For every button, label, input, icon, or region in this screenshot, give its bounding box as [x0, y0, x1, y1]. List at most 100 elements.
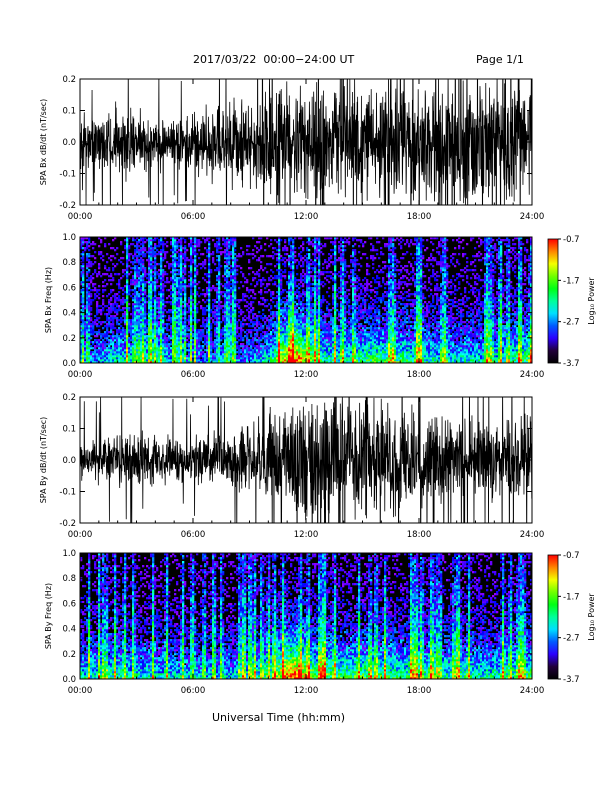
- heatmap-cell: [310, 263, 313, 266]
- heatmap-cell: [108, 355, 111, 358]
- heatmap-cell: [196, 345, 199, 348]
- heatmap-cell: [152, 345, 155, 348]
- heatmap-cell: [124, 349, 127, 352]
- heatmap-cell: [294, 357, 297, 360]
- heatmap-cell: [308, 331, 311, 334]
- heatmap-cell: [158, 345, 161, 348]
- heatmap-cell: [282, 311, 285, 314]
- heatmap-cell: [284, 333, 287, 336]
- heatmap-cell: [290, 271, 293, 274]
- heatmap-cell: [174, 311, 177, 314]
- heatmap-cell: [162, 285, 165, 288]
- heatmap-cell: [104, 357, 107, 360]
- heatmap-cell: [140, 293, 143, 296]
- heatmap-cell: [226, 251, 229, 254]
- heatmap-cell: [126, 263, 129, 266]
- heatmap-cell: [148, 251, 151, 254]
- heatmap-cell: [236, 329, 239, 332]
- heatmap-cell: [232, 275, 235, 278]
- heatmap-cell: [216, 243, 219, 246]
- heatmap-cell: [150, 277, 153, 280]
- heatmap-cell: [142, 327, 145, 330]
- heatmap-cell: [276, 325, 279, 328]
- heatmap-cell: [126, 349, 129, 352]
- heatmap-cell: [176, 329, 179, 332]
- heatmap-cell: [300, 349, 303, 352]
- heatmap-cell: [282, 327, 285, 330]
- heatmap-cell: [206, 341, 209, 344]
- heatmap-cell: [262, 277, 265, 280]
- heatmap-cell: [116, 313, 119, 316]
- heatmap-cell: [104, 355, 107, 358]
- heatmap-cell: [138, 337, 141, 340]
- heatmap-cell: [208, 331, 211, 334]
- heatmap-cell: [294, 341, 297, 344]
- heatmap-cell: [206, 337, 209, 340]
- heatmap-cell: [184, 339, 187, 342]
- heatmap-cell: [298, 345, 301, 348]
- heatmap-cell: [152, 285, 155, 288]
- heatmap-cell: [260, 347, 263, 350]
- heatmap-cell: [250, 309, 253, 312]
- heatmap-cell: [164, 309, 167, 312]
- heatmap-cell: [132, 293, 135, 296]
- heatmap-cell: [240, 357, 243, 360]
- heatmap-cell: [228, 303, 231, 306]
- heatmap-cell: [114, 315, 117, 318]
- heatmap-cell: [280, 291, 283, 294]
- heatmap-cell: [280, 333, 283, 336]
- heatmap-cell: [190, 297, 193, 300]
- heatmap-cell: [312, 279, 315, 282]
- heatmap-cell: [132, 277, 135, 280]
- heatmap-cell: [270, 331, 273, 334]
- heatmap-cell: [266, 333, 269, 336]
- heatmap-cell: [86, 285, 89, 288]
- heatmap-cell: [192, 253, 195, 256]
- heatmap-cell: [310, 303, 313, 306]
- heatmap-cell: [184, 303, 187, 306]
- heatmap-cell: [174, 255, 177, 258]
- heatmap-cell: [154, 315, 157, 318]
- heatmap-cell: [98, 343, 101, 346]
- heatmap-cell: [110, 303, 113, 306]
- heatmap-cell: [180, 259, 183, 262]
- heatmap-cell: [100, 275, 103, 278]
- heatmap-cell: [120, 333, 123, 336]
- heatmap-cell: [308, 323, 311, 326]
- heatmap-cell: [252, 315, 255, 318]
- heatmap-cell: [194, 277, 197, 280]
- heatmap-cell: [218, 299, 221, 302]
- heatmap-cell: [208, 243, 211, 246]
- heatmap-cell: [118, 299, 121, 302]
- heatmap-cell: [290, 285, 293, 288]
- heatmap-cell: [134, 305, 137, 308]
- heatmap-cell: [166, 241, 169, 244]
- heatmap-cell: [146, 329, 149, 332]
- heatmap-cell: [100, 309, 103, 312]
- heatmap-cell: [310, 349, 313, 352]
- heatmap-cell: [170, 291, 173, 294]
- heatmap-cell: [226, 337, 229, 340]
- heatmap-cell: [160, 269, 163, 272]
- heatmap-cell: [156, 249, 159, 252]
- heatmap-cell: [150, 339, 153, 342]
- heatmap-cell: [218, 331, 221, 334]
- heatmap-cell: [82, 281, 85, 284]
- heatmap-cell: [130, 351, 133, 354]
- heatmap-cell: [206, 299, 209, 302]
- heatmap-cell: [148, 255, 151, 258]
- heatmap-cell: [258, 347, 261, 350]
- heatmap-cell: [170, 309, 173, 312]
- heatmap-cell: [122, 319, 125, 322]
- heatmap-cell: [122, 347, 125, 350]
- heatmap-cell: [84, 349, 87, 352]
- heatmap-cell: [178, 311, 181, 314]
- heatmap-cell: [134, 357, 137, 360]
- heatmap-cell: [304, 273, 307, 276]
- heatmap-cell: [258, 343, 261, 346]
- heatmap-cell: [172, 345, 175, 348]
- heatmap-cell: [302, 339, 305, 342]
- heatmap-cell: [222, 351, 225, 354]
- heatmap-cell: [300, 281, 303, 284]
- heatmap-cell: [130, 261, 133, 264]
